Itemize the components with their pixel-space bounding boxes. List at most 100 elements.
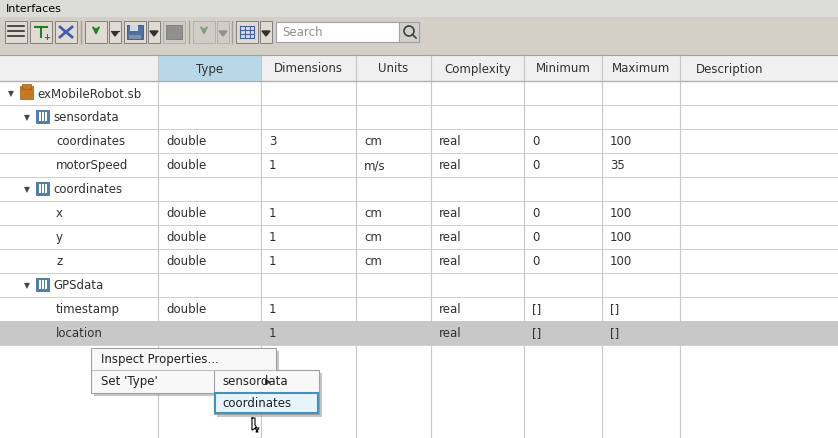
Bar xyxy=(215,393,318,413)
Bar xyxy=(39,113,41,122)
Text: []: [] xyxy=(532,327,541,340)
Text: 0: 0 xyxy=(532,255,540,268)
Bar xyxy=(45,113,47,122)
Text: 100: 100 xyxy=(610,135,632,148)
Text: cm: cm xyxy=(364,135,382,148)
Bar xyxy=(0,249,838,273)
Text: GPSdata: GPSdata xyxy=(53,279,103,292)
Bar xyxy=(20,87,33,100)
Bar xyxy=(0,18,838,56)
Text: 3: 3 xyxy=(269,135,277,148)
Text: real: real xyxy=(439,327,462,340)
Bar xyxy=(158,56,261,82)
Bar xyxy=(39,184,41,194)
Text: Complexity: Complexity xyxy=(444,62,511,75)
Text: real: real xyxy=(439,135,462,148)
Bar xyxy=(42,280,44,290)
Bar xyxy=(0,226,838,249)
Text: exMobileRobot.sb: exMobileRobot.sb xyxy=(37,87,142,100)
Polygon shape xyxy=(150,32,158,37)
Text: Description: Description xyxy=(696,62,763,75)
Bar xyxy=(45,184,47,194)
Text: +: + xyxy=(44,33,50,42)
Polygon shape xyxy=(112,33,118,37)
Bar xyxy=(5,22,27,44)
Polygon shape xyxy=(252,418,259,432)
Text: coordinates: coordinates xyxy=(56,135,125,148)
Bar xyxy=(0,297,838,321)
Bar xyxy=(55,22,77,44)
Bar xyxy=(124,22,146,44)
Text: double: double xyxy=(166,135,206,148)
Text: timestamp: timestamp xyxy=(56,303,120,316)
Text: cm: cm xyxy=(364,207,382,220)
Text: Maximum: Maximum xyxy=(612,62,670,75)
Bar xyxy=(22,85,31,90)
Bar xyxy=(0,130,838,154)
Text: sensordata: sensordata xyxy=(53,111,119,124)
Bar xyxy=(0,154,838,177)
Bar xyxy=(166,26,182,40)
Bar xyxy=(42,184,44,194)
Bar xyxy=(214,370,319,414)
Text: 1: 1 xyxy=(269,207,277,220)
Text: Interfaces: Interfaces xyxy=(6,4,62,14)
Bar xyxy=(36,279,49,291)
Text: []: [] xyxy=(532,303,541,316)
Text: coordinates: coordinates xyxy=(222,396,291,410)
Text: ▼: ▼ xyxy=(8,89,14,98)
Text: ▼: ▼ xyxy=(24,185,30,194)
Bar xyxy=(129,36,141,40)
Text: Set 'Type': Set 'Type' xyxy=(101,374,158,388)
Text: 35: 35 xyxy=(610,159,625,172)
Bar xyxy=(42,113,44,122)
Polygon shape xyxy=(219,32,227,37)
Text: Search: Search xyxy=(282,26,323,39)
Bar xyxy=(148,22,160,44)
Bar xyxy=(236,22,258,44)
Bar xyxy=(130,26,138,32)
Text: 0: 0 xyxy=(532,231,540,244)
Text: y: y xyxy=(56,231,63,244)
Text: real: real xyxy=(439,255,462,268)
Text: []: [] xyxy=(610,303,619,316)
Bar xyxy=(0,106,838,130)
Text: 0: 0 xyxy=(532,207,540,220)
Bar xyxy=(217,22,229,44)
Polygon shape xyxy=(262,32,270,37)
Bar xyxy=(85,22,107,44)
Text: real: real xyxy=(439,303,462,316)
Text: ▶: ▶ xyxy=(265,377,272,385)
Text: real: real xyxy=(439,231,462,244)
Bar xyxy=(36,183,49,195)
Bar xyxy=(193,22,215,44)
Text: cm: cm xyxy=(364,255,382,268)
Text: double: double xyxy=(166,207,206,220)
Bar xyxy=(0,273,838,297)
Text: Inspect Properties...: Inspect Properties... xyxy=(101,353,219,366)
Bar xyxy=(0,56,838,438)
Bar xyxy=(45,280,47,290)
Bar xyxy=(399,23,419,43)
Text: double: double xyxy=(166,159,206,172)
Bar xyxy=(109,22,121,44)
Bar xyxy=(36,111,49,124)
Bar xyxy=(0,82,838,106)
Text: 100: 100 xyxy=(610,255,632,268)
Text: 1: 1 xyxy=(269,327,277,340)
Bar xyxy=(0,201,838,226)
Text: motorSpeed: motorSpeed xyxy=(56,159,128,172)
Bar xyxy=(39,280,41,290)
Bar xyxy=(0,177,838,201)
Text: double: double xyxy=(166,231,206,244)
Text: 1: 1 xyxy=(269,159,277,172)
Text: m/s: m/s xyxy=(364,159,385,172)
Bar xyxy=(260,22,272,44)
Text: 100: 100 xyxy=(610,207,632,220)
Bar xyxy=(276,23,419,43)
Bar xyxy=(91,348,276,393)
Bar xyxy=(0,0,838,18)
Text: 1: 1 xyxy=(269,231,277,244)
Text: real: real xyxy=(439,159,462,172)
Bar xyxy=(163,22,185,44)
